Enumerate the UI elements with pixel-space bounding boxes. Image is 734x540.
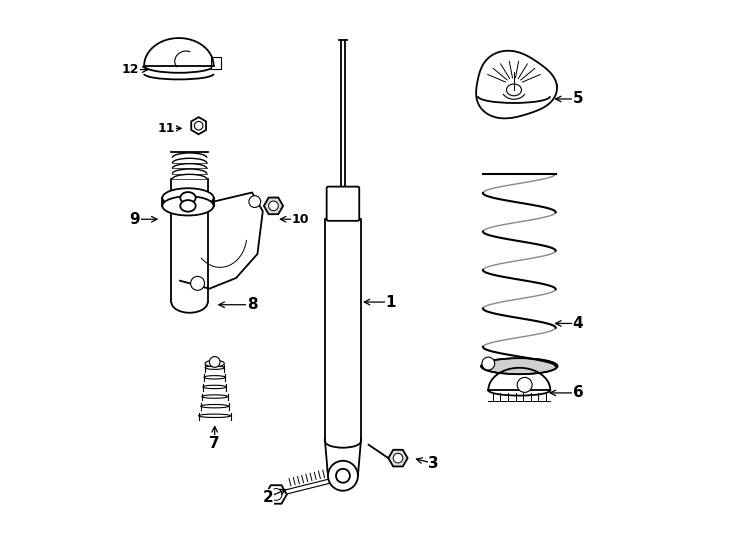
Circle shape xyxy=(269,201,278,211)
Ellipse shape xyxy=(162,188,214,207)
Circle shape xyxy=(482,357,495,370)
Ellipse shape xyxy=(203,385,227,389)
Text: 12: 12 xyxy=(122,63,139,76)
Circle shape xyxy=(209,356,220,367)
Text: 11: 11 xyxy=(158,122,175,135)
Text: 6: 6 xyxy=(573,386,584,401)
Circle shape xyxy=(328,461,358,491)
Text: 4: 4 xyxy=(573,316,584,331)
Text: 5: 5 xyxy=(573,91,584,106)
Ellipse shape xyxy=(482,358,558,374)
Text: 3: 3 xyxy=(429,456,439,471)
Ellipse shape xyxy=(199,414,230,417)
Text: 7: 7 xyxy=(209,436,220,451)
FancyBboxPatch shape xyxy=(327,187,359,221)
Text: 8: 8 xyxy=(247,297,258,312)
Ellipse shape xyxy=(205,360,225,367)
Ellipse shape xyxy=(205,366,225,369)
Circle shape xyxy=(517,377,532,393)
Text: 1: 1 xyxy=(386,294,396,309)
Ellipse shape xyxy=(181,192,196,204)
Ellipse shape xyxy=(201,404,228,408)
Text: 10: 10 xyxy=(291,213,309,226)
Ellipse shape xyxy=(506,84,521,96)
Ellipse shape xyxy=(181,200,196,212)
Ellipse shape xyxy=(204,376,225,379)
Bar xyxy=(211,57,220,69)
Circle shape xyxy=(191,276,205,291)
Ellipse shape xyxy=(162,196,214,215)
Text: 9: 9 xyxy=(129,212,140,227)
Ellipse shape xyxy=(202,395,228,398)
Circle shape xyxy=(195,122,203,130)
Circle shape xyxy=(249,195,261,207)
Circle shape xyxy=(270,489,282,501)
Circle shape xyxy=(393,453,403,463)
Circle shape xyxy=(336,469,350,483)
Text: 2: 2 xyxy=(263,490,274,505)
